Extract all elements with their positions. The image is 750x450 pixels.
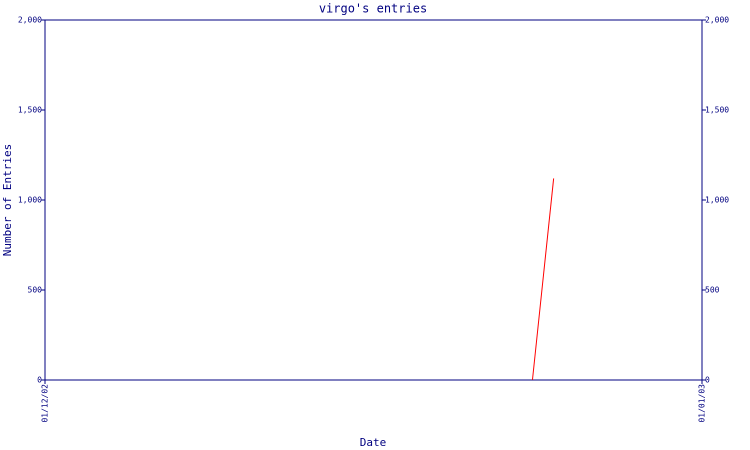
chart-title: virgo's entries <box>319 2 427 16</box>
y2-tick-label: 2,000 <box>705 16 729 25</box>
y2-tick-label: 1,500 <box>705 106 729 115</box>
y-tick-label: 1,500 <box>18 106 42 115</box>
y2-tick-label: 0 <box>705 376 710 385</box>
x-tick-label: 01/12/02 <box>41 384 50 423</box>
y2-tick-label: 1,000 <box>705 196 729 205</box>
x-tick-label: 01/01/03 <box>698 384 707 423</box>
plot-frame <box>44 19 703 381</box>
x-axis-label: Date <box>360 436 387 449</box>
y-tick-label: 2,000 <box>18 16 42 25</box>
y2-tick-label: 500 <box>705 286 720 295</box>
y-tick-label: 1,000 <box>18 196 42 205</box>
series-line <box>531 178 555 381</box>
y-axis-label: Number of Entries <box>1 144 14 257</box>
y-tick-label: 500 <box>28 286 43 295</box>
y-tick-label: 0 <box>37 376 42 385</box>
